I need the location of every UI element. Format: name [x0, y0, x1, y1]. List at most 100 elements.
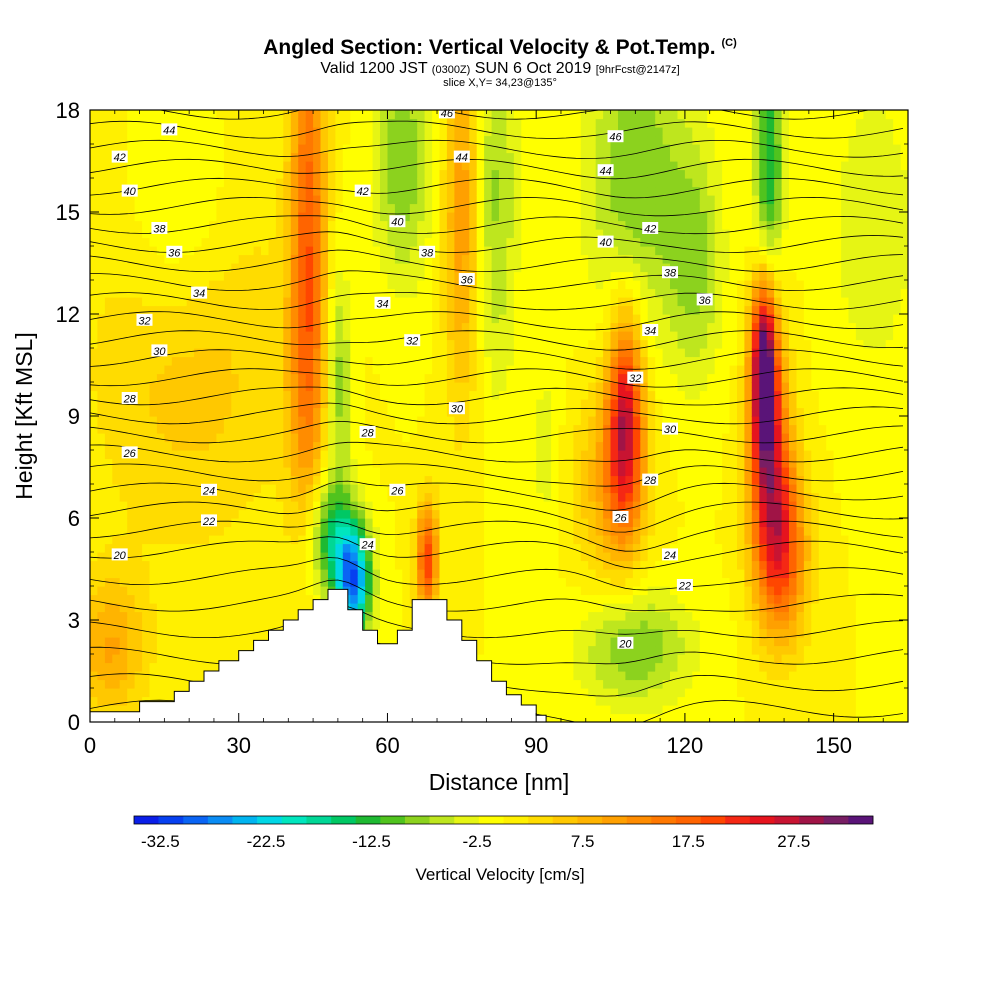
velocity-cell: [387, 237, 396, 247]
velocity-cell: [499, 373, 507, 383]
velocity-cell: [134, 492, 143, 502]
velocity-cell: [112, 654, 121, 664]
velocity-cell: [521, 373, 530, 383]
velocity-cell: [588, 594, 597, 604]
velocity-cell: [499, 560, 507, 570]
velocity-cell: [231, 254, 240, 264]
velocity-cell: [246, 288, 255, 298]
velocity-cell: [246, 322, 255, 332]
velocity-cell: [580, 390, 589, 400]
velocity-cell: [350, 475, 359, 485]
velocity-cell: [543, 416, 552, 426]
velocity-cell: [565, 603, 574, 613]
velocity-cell: [290, 229, 299, 239]
velocity-cell: [238, 484, 247, 494]
velocity-cell: [201, 569, 210, 579]
velocity-cell: [476, 144, 485, 154]
velocity-cell: [104, 110, 113, 120]
velocity-cell: [424, 169, 433, 179]
velocity-cell: [484, 560, 493, 570]
velocity-cell: [551, 654, 560, 664]
velocity-cell: [432, 441, 441, 451]
velocity-cell: [112, 246, 121, 256]
velocity-cell: [350, 169, 359, 179]
velocity-cell: [283, 178, 292, 188]
velocity-cell: [268, 288, 277, 298]
velocity-cell: [513, 348, 522, 358]
velocity-cell: [231, 110, 240, 120]
velocity-cell: [223, 152, 232, 162]
velocity-cell: [216, 152, 225, 162]
velocity-cell: [565, 509, 574, 519]
velocity-cell: [253, 356, 262, 366]
velocity-cell: [231, 433, 240, 443]
velocity-cell: [97, 356, 106, 366]
velocity-cell: [238, 543, 247, 553]
velocity-cell: [499, 331, 507, 341]
velocity-cell: [156, 237, 165, 247]
velocity-cell: [536, 348, 545, 358]
velocity-cell: [171, 322, 180, 332]
velocity-cell: [565, 288, 574, 298]
velocity-cell: [513, 356, 522, 366]
velocity-cell: [454, 552, 463, 562]
velocity-cell: [179, 594, 188, 604]
velocity-cell: [134, 654, 143, 664]
velocity-cell: [536, 637, 545, 647]
velocity-cell: [194, 161, 203, 171]
velocity-cell: [499, 144, 507, 154]
velocity-cell: [261, 135, 269, 145]
velocity-cell: [335, 569, 344, 579]
velocity-cell: [171, 356, 180, 366]
velocity-cell: [372, 560, 381, 570]
velocity-cell: [394, 169, 403, 179]
velocity-cell: [409, 195, 418, 205]
velocity-cell: [328, 543, 336, 553]
velocity-cell: [90, 416, 98, 426]
velocity-cell: [298, 433, 307, 443]
velocity-cell: [290, 390, 299, 400]
velocity-cell: [551, 390, 560, 400]
velocity-cell: [328, 331, 336, 341]
velocity-cell: [543, 348, 552, 358]
velocity-cell: [156, 450, 165, 460]
velocity-cell: [387, 611, 396, 621]
velocity-cell: [469, 509, 478, 519]
velocity-cell: [521, 118, 530, 128]
velocity-cell: [521, 365, 530, 375]
velocity-cell: [454, 450, 463, 460]
velocity-cell: [402, 535, 411, 545]
velocity-cell: [186, 246, 195, 256]
velocity-cell: [305, 603, 314, 613]
velocity-cell: [595, 543, 604, 553]
velocity-cell: [164, 297, 173, 307]
velocity-cell: [565, 552, 574, 562]
velocity-cell: [387, 297, 396, 307]
velocity-cell: [528, 637, 537, 647]
velocity-cell: [454, 611, 463, 621]
velocity-cell: [253, 467, 262, 477]
velocity-cell: [476, 407, 485, 417]
velocity-cell: [127, 441, 136, 451]
velocity-cell: [112, 348, 121, 358]
velocity-cell: [506, 297, 515, 307]
velocity-cell: [179, 543, 188, 553]
velocity-cell: [565, 254, 574, 264]
velocity-cell: [513, 441, 522, 451]
velocity-cell: [149, 288, 158, 298]
velocity-cell: [402, 484, 411, 494]
velocity-cell: [521, 696, 530, 706]
velocity-cell: [216, 237, 225, 247]
velocity-cell: [565, 271, 574, 281]
velocity-cell: [342, 475, 351, 485]
velocity-cell: [573, 594, 582, 604]
velocity-cell: [387, 161, 396, 171]
velocity-cell: [439, 271, 448, 281]
velocity-cell: [238, 195, 247, 205]
velocity-cell: [409, 560, 418, 570]
velocity-cell: [112, 365, 121, 375]
velocity-cell: [603, 586, 612, 596]
velocity-cell: [209, 144, 217, 154]
velocity-cell: [528, 127, 537, 137]
velocity-cell: [394, 203, 403, 213]
